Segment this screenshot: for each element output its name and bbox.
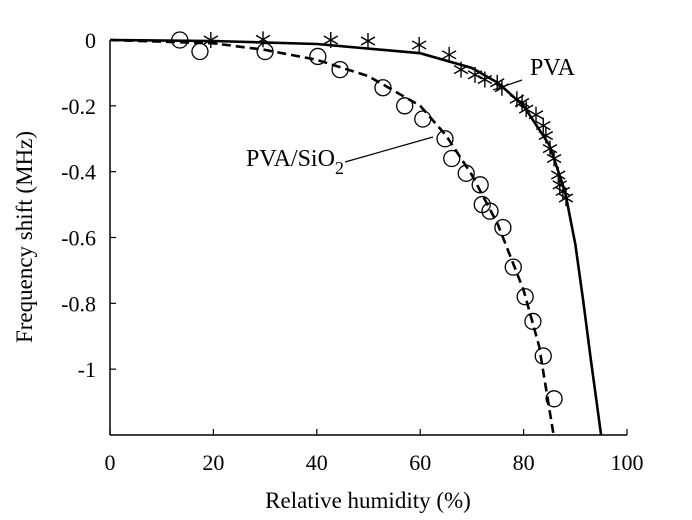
x-axis-title: Relative humidity (%) (265, 488, 471, 513)
pva-asterisk-marker (411, 36, 427, 53)
pva-sio2-annotation-subscript: 2 (335, 158, 344, 178)
x-tick-label: 40 (306, 450, 328, 475)
pva-sio2-annotation: PVA/SiO2 (246, 146, 344, 178)
pva-leader-line (492, 79, 523, 91)
pva-sio2-annotation-text: PVA/SiO (246, 146, 335, 172)
pva-sio2-circle-marker (436, 130, 454, 148)
x-tick-label: 100 (611, 450, 644, 475)
y-tick-label: -0.6 (61, 226, 96, 251)
pva-asterisk-marker (323, 32, 339, 48)
x-tick-label: 60 (409, 450, 431, 475)
pva-sio2-circle-marker (171, 31, 189, 49)
axes (109, 40, 627, 436)
pva-sio2-circle-marker (191, 42, 209, 61)
pva-asterisk-marker (453, 61, 469, 78)
pva-sio2-circle-marker (534, 347, 552, 365)
pva-sio2-circle-marker (494, 218, 512, 237)
data-markers (171, 31, 574, 408)
pva-annotation: PVA (530, 55, 576, 81)
pva-asterisk-marker (546, 150, 562, 167)
pva-asterisk-marker (441, 46, 457, 63)
x-tick-label: 80 (513, 450, 535, 475)
pva-asterisk-marker (203, 32, 219, 48)
pva-sio2-fit-line (109, 38, 555, 436)
pva-asterisk-marker (558, 190, 574, 206)
pva-asterisk-marker (255, 31, 271, 48)
x-tick-label: 20 (202, 450, 224, 475)
pva-sio2-circle-marker (414, 110, 432, 128)
pva-sio2-circle-marker (309, 47, 327, 66)
pva-asterisk-marker (360, 32, 376, 49)
pva-sio2-circle-marker (471, 176, 489, 194)
y-tick-label: -0.2 (61, 94, 96, 119)
pva-sio2-circle-marker (331, 60, 349, 79)
pva-asterisk-marker (477, 71, 493, 88)
y-tick-label: -0.8 (61, 291, 96, 316)
pva-sio2-circle-marker (374, 79, 392, 97)
pva-asterisk-marker (538, 127, 554, 144)
pva-sio2-circle-marker (516, 288, 534, 306)
y-tick-label: -1 (78, 357, 96, 382)
pva-asterisk-marker (542, 140, 558, 157)
pva-sio2-circle-marker (457, 164, 475, 182)
pva-asterisk-marker (535, 117, 551, 134)
y-tick-label: -0.4 (61, 160, 96, 185)
pva-sio2-leader-line (344, 136, 434, 163)
x-tick-label: 0 (105, 450, 116, 475)
pva-asterisk-marker (528, 106, 544, 123)
pva-sio2-circle-marker (481, 202, 499, 220)
pva-sio2-circle-marker (524, 312, 542, 331)
pva-sio2-circle-marker (256, 42, 274, 61)
pva-asterisk-marker (467, 66, 483, 83)
y-axis-title: Frequency shift (MHz) (12, 131, 37, 343)
pva-sio2-circle-marker (545, 390, 563, 408)
pva-sio2-circle-marker (396, 97, 414, 115)
pva-fit-line (109, 38, 603, 436)
fit-curves (109, 38, 603, 436)
pva-sio2-circle-marker (443, 149, 461, 168)
pva-asterisk-marker (550, 166, 566, 183)
ticks: 0 20 40 60 80 100 0 -0.2 -0.4 -0.6 -0.8 -1 (61, 28, 643, 475)
y-tick-label: 0 (85, 28, 96, 53)
pva-sio2-circle-marker (504, 258, 522, 276)
